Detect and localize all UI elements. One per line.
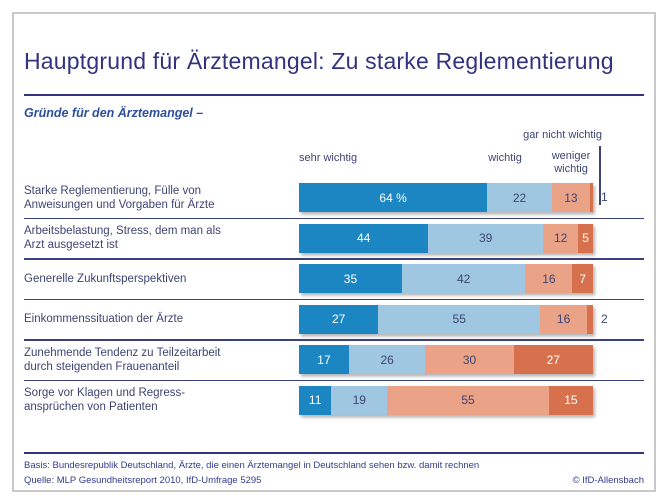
bar-segment-sehr-wichtig: 64 %	[299, 183, 488, 212]
segment-value: 55	[461, 393, 475, 407]
footer-basis: Basis: Bundesrepublik Deutschland, Ärzte…	[24, 460, 480, 471]
row-label: Zunehmende Tendenz zu Teilzeitarbeit dur…	[24, 346, 221, 373]
stacked-bar: 17 26 30 27	[299, 345, 593, 374]
chart-row: Starke Reglementierung, Fülle von Anweis…	[0, 183, 668, 212]
bar-segment-weniger-wichtig: 30	[425, 345, 514, 374]
chart-row: Arbeitsbelastung, Stress, dem man als Ar…	[0, 223, 668, 253]
segment-value: 19	[352, 393, 366, 407]
segment-value: 16	[556, 312, 571, 326]
row-label: Einkommenssituation der Ärzte	[24, 313, 184, 325]
chart-row: Einkommenssituation der Ärzte 27 55 16 2	[0, 304, 668, 334]
row-divider	[24, 258, 644, 260]
segment-value: 44	[357, 231, 371, 245]
segment-value: 55	[452, 312, 466, 326]
bar-segment-sehr-wichtig: 44	[299, 223, 429, 253]
segment-value: 13	[564, 190, 578, 205]
segment-value: 5	[582, 231, 589, 245]
segment-value: 7	[579, 271, 587, 286]
chart-row: Generelle Zukunftsperspektiven 35 42 16 7	[0, 264, 668, 293]
chart-subtitle: Gründe für den Ärztemangel –	[24, 106, 204, 120]
row-label: Sorge vor Klagen und Regress- ansprüchen…	[24, 387, 186, 413]
segment-value: 64 %	[379, 190, 407, 205]
bar-segment-gar-nicht-wichtig: 27	[513, 345, 593, 374]
stacked-bar: 27 55 16	[299, 304, 593, 334]
column-header-sehr-wichtig: sehr wichtig	[299, 152, 358, 164]
segment-value-outside: 2	[601, 311, 608, 326]
segment-value: 17	[317, 352, 331, 367]
bar-segment-weniger-wichtig: 55	[387, 385, 549, 415]
bar-segment-gar-nicht-wichtig	[587, 304, 593, 334]
bar-segment-wichtig: 39	[428, 223, 544, 253]
bar-segment-weniger-wichtig: 13	[551, 183, 591, 212]
footer-divider	[24, 452, 644, 454]
chart-row: Sorge vor Klagen und Regress- ansprüchen…	[0, 385, 668, 415]
bar-segment-gar-nicht-wichtig: 7	[572, 264, 593, 293]
row-divider	[24, 379, 644, 381]
bar-segment-gar-nicht-wichtig	[590, 183, 593, 212]
segment-value: 12	[553, 231, 568, 245]
bar-segment-wichtig: 22	[487, 183, 552, 212]
row-label: Starke Reglementierung, Fülle von Anweis…	[24, 184, 215, 211]
segment-value: 39	[479, 231, 493, 245]
bar-segment-sehr-wichtig: 17	[299, 345, 349, 374]
bar-segment-wichtig: 55	[378, 304, 541, 334]
row-divider	[24, 339, 644, 341]
bar-segment-sehr-wichtig: 27	[299, 304, 379, 334]
stacked-bar: 35 42 16 7	[299, 264, 593, 293]
stacked-bar: 64 % 22 13	[299, 183, 593, 212]
segment-value: 30	[462, 352, 477, 367]
stacked-bar: 44 39 12 5	[299, 223, 593, 253]
row-divider	[24, 298, 644, 300]
stacked-bar: 11 19 55 15	[299, 385, 593, 415]
bar-segment-wichtig: 26	[348, 345, 426, 374]
row-label: Arbeitsbelastung, Stress, dem man als Ar…	[24, 225, 221, 251]
bar-segment-weniger-wichtig: 16	[525, 264, 573, 293]
bar-segment-weniger-wichtig: 16	[540, 304, 588, 334]
bar-segment-wichtig: 19	[331, 385, 388, 415]
segment-value: 42	[456, 271, 471, 286]
row-divider	[24, 217, 644, 219]
segment-value: 22	[512, 190, 527, 205]
column-header-gar-nicht-wichtig: gar nicht wichtig	[523, 129, 602, 141]
segment-value: 27	[546, 352, 560, 367]
page-title: Hauptgrund für Ärztemangel: Zu starke Re…	[24, 48, 614, 74]
bar-segment-sehr-wichtig: 35	[299, 264, 402, 293]
segment-value: 11	[308, 393, 322, 407]
bar-segment-weniger-wichtig: 12	[543, 223, 579, 253]
footer-source: Quelle: MLP Gesundheitsreport 2010, IfD-…	[24, 475, 262, 486]
title-divider	[24, 94, 644, 96]
segment-value: 15	[564, 393, 578, 407]
bar-segment-wichtig: 42	[401, 264, 526, 293]
chart-row: Zunehmende Tendenz zu Teilzeitarbeit dur…	[0, 345, 668, 374]
segment-value: 35	[343, 271, 358, 286]
bar-segment-gar-nicht-wichtig: 5	[578, 223, 593, 253]
bar-segment-sehr-wichtig: 11	[299, 385, 332, 415]
column-header-wichtig: wichtig	[488, 152, 522, 164]
segment-value-outside: 1	[601, 190, 608, 204]
segment-value: 27	[332, 312, 346, 326]
gar-nicht-wichtig-leader-line	[599, 146, 601, 205]
column-header-weniger-wichtig: weniger wichtig	[551, 150, 591, 175]
segment-value: 26	[380, 352, 394, 367]
segment-value: 16	[542, 271, 556, 286]
row-label: Generelle Zukunftsperspektiven	[24, 272, 187, 285]
footer-copyright: © IfD-Allensbach	[572, 475, 644, 486]
bar-segment-gar-nicht-wichtig: 15	[548, 385, 593, 415]
